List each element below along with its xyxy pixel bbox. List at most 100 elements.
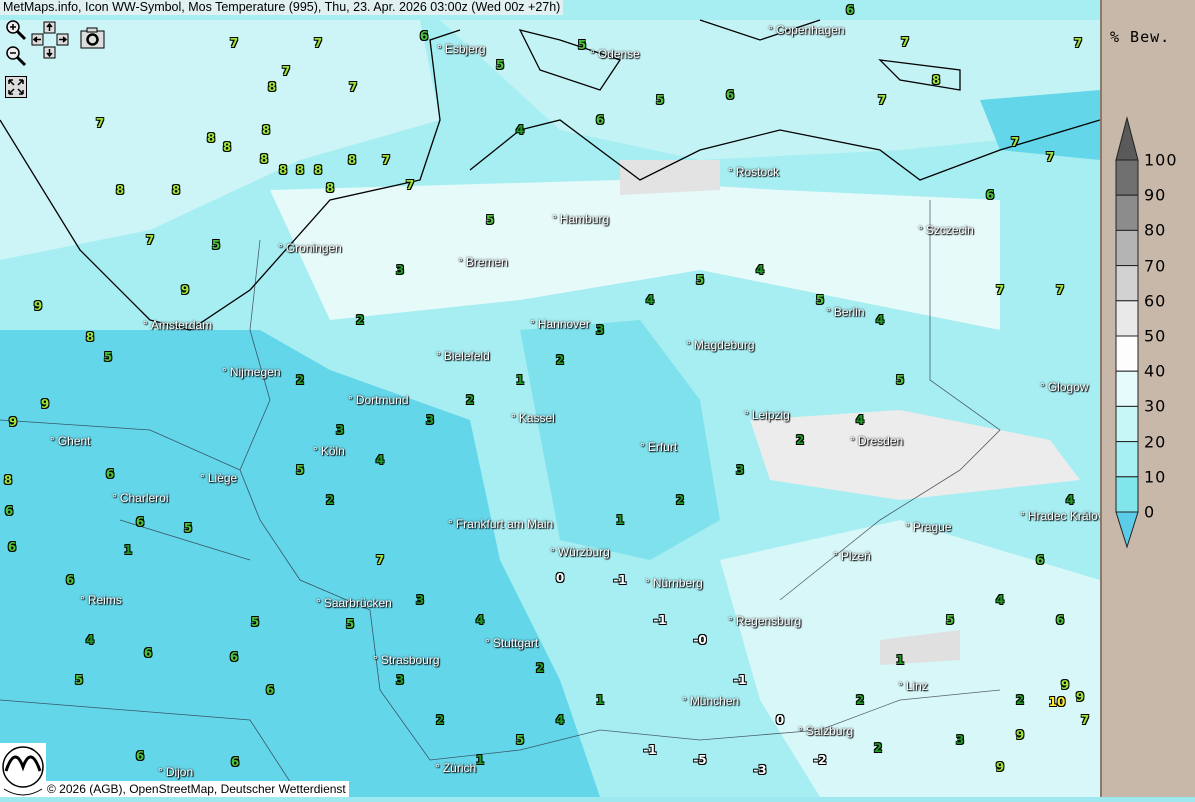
station-value: 9	[1075, 690, 1085, 704]
station-value: 4	[515, 123, 525, 137]
station-value: 6	[985, 188, 995, 202]
station-value: 4	[875, 313, 885, 327]
station-value: 9	[995, 760, 1005, 774]
station-value: 2	[675, 493, 685, 507]
station-value: 7	[995, 283, 1005, 297]
city-label: Charleroi	[112, 491, 169, 505]
city-label: Plzeň	[833, 549, 871, 563]
station-value: 3	[595, 323, 605, 337]
city-label: Leipzig	[744, 408, 790, 422]
station-value: 5	[515, 733, 525, 747]
station-value: 2	[295, 373, 305, 387]
station-value: 6	[135, 749, 145, 763]
city-label: Nijmegen	[222, 365, 281, 379]
station-value: 5	[815, 293, 825, 307]
station-value: 4	[755, 263, 765, 277]
city-label: Liège	[200, 471, 237, 485]
city-label: Salzburg	[798, 724, 853, 738]
city-label: Nürnberg	[645, 576, 703, 590]
station-value: 8	[222, 140, 232, 154]
legend-title: % Bew.	[1110, 28, 1171, 46]
station-value: 4	[475, 613, 485, 627]
station-value: 5	[250, 615, 260, 629]
station-value: 7	[900, 35, 910, 49]
station-value: 8	[171, 183, 181, 197]
station-value: -3	[753, 763, 767, 777]
station-value: 9	[33, 299, 43, 313]
city-label: Esbjerg	[437, 42, 486, 56]
city-label: Ghent	[50, 434, 91, 448]
station-value: -2	[813, 753, 827, 767]
station-value: 8	[278, 163, 288, 177]
city-label: Strasbourg	[373, 653, 440, 667]
station-value: 5	[695, 273, 705, 287]
station-value: 8	[325, 181, 335, 195]
station-value: 9	[1060, 678, 1070, 692]
map-title: MetMaps.info, Icon WW-Symbol, Mos Temper…	[0, 0, 564, 15]
station-value: 10	[1048, 695, 1066, 709]
city-label: Copenhagen	[768, 23, 845, 37]
city-label: Frankfurt am Main	[448, 517, 553, 531]
camera-icon[interactable]	[80, 27, 105, 49]
legend-label: 30	[1144, 396, 1167, 416]
legend-band	[1115, 194, 1139, 231]
station-value: 5	[577, 38, 587, 52]
city-label: Dijon	[158, 765, 193, 779]
station-value: 4	[995, 593, 1005, 607]
station-value: 7	[281, 64, 291, 78]
station-value: 7	[1055, 283, 1065, 297]
legend-label: 60	[1144, 291, 1167, 311]
city-label: Erfurt	[640, 440, 677, 454]
station-value: 5	[183, 521, 193, 535]
city-label: Hamburg	[552, 212, 609, 226]
station-value: 9	[180, 283, 190, 297]
legend-label: 10	[1144, 467, 1167, 487]
legend-label: 0	[1144, 502, 1156, 522]
station-value: 6	[595, 113, 605, 127]
city-label: Bremen	[458, 255, 508, 269]
station-value: 8	[206, 131, 216, 145]
copyright-notice: © 2026 (AGB), OpenStreetMap, Deutscher W…	[44, 781, 349, 797]
legend-band	[1115, 405, 1139, 443]
city-label: Rostock	[728, 165, 779, 179]
station-value: 5	[345, 617, 355, 631]
legend-band	[1115, 229, 1139, 267]
station-value: 2	[355, 313, 365, 327]
station-value: 4	[1065, 493, 1075, 507]
zoom-in-icon[interactable]	[4, 18, 28, 42]
city-label: Magdeburg	[686, 338, 755, 352]
station-value: 7	[1010, 135, 1020, 149]
station-value: 7	[375, 553, 385, 567]
station-value: 2	[855, 693, 865, 707]
weather-map[interactable]: Esbjerg Odense Copenhagen Rostock Szczecin Ha…	[0, 0, 1100, 797]
station-value: 1	[595, 693, 605, 707]
city-label: Regensburg	[728, 614, 801, 628]
station-value: 2	[535, 661, 545, 675]
station-value: 8	[3, 473, 13, 487]
station-value: 8	[259, 152, 269, 166]
station-value: -1	[653, 613, 667, 627]
cloud-cover-legend: % Bew. 100 90 80 70 60 50 40 30 20 10 0	[1100, 0, 1195, 797]
station-value: 6	[7, 540, 17, 554]
station-value: 2	[795, 433, 805, 447]
station-value: 0	[555, 571, 565, 585]
station-value: 3	[735, 463, 745, 477]
station-value: 2	[873, 741, 883, 755]
station-value: 7	[877, 93, 887, 107]
fullscreen-icon[interactable]	[5, 76, 27, 98]
station-value: 9	[40, 397, 50, 411]
station-value: 5	[103, 350, 113, 364]
station-value: -1	[643, 743, 657, 757]
station-value: 8	[931, 73, 941, 87]
station-value: 4	[85, 633, 95, 647]
city-label: Stuttgart	[485, 636, 538, 650]
legend-arrow-top	[1115, 116, 1139, 161]
city-label: Groningen	[278, 241, 342, 255]
station-value: 4	[645, 293, 655, 307]
legend-label: 70	[1144, 256, 1167, 276]
station-value: 5	[655, 93, 665, 107]
zoom-out-icon[interactable]	[4, 44, 28, 68]
pan-arrows-icon[interactable]	[31, 21, 69, 59]
station-value: 2	[555, 353, 565, 367]
station-value: 6	[845, 3, 855, 17]
